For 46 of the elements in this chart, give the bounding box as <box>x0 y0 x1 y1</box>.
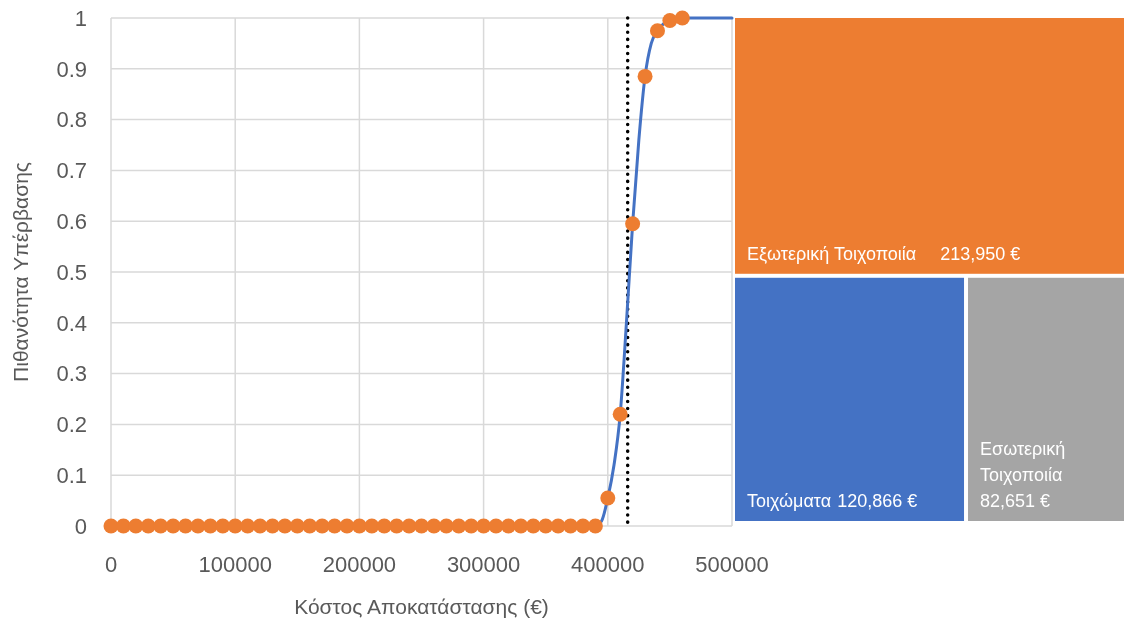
y-tick-label: 0.5 <box>56 259 87 285</box>
point <box>153 518 169 534</box>
point <box>649 23 665 39</box>
y-tick-label: 0.2 <box>56 412 87 438</box>
y-tick-label: 0.9 <box>56 56 87 82</box>
x-tick-label: 200000 <box>322 552 397 577</box>
point <box>625 216 641 232</box>
category-label: Τοιχώματα <box>747 491 832 511</box>
x-axis-title: Κόστος Αποκατάστασης (€) <box>294 595 549 618</box>
y-tick-label: 0.1 <box>56 462 87 488</box>
point <box>215 518 231 534</box>
point <box>128 518 144 534</box>
point <box>302 518 318 534</box>
point <box>364 518 380 534</box>
x-tick-label: 0 <box>104 552 118 577</box>
point <box>438 518 454 534</box>
point <box>414 518 429 534</box>
point <box>600 490 616 506</box>
category-label: Εσωτερική Τοιχοποιία <box>980 439 1066 485</box>
y-tick-label: 0 <box>74 513 87 539</box>
y-tick-label: 1 <box>74 5 87 31</box>
x-tick-label: 400000 <box>571 552 645 577</box>
y-axis-title: Πιθανότητα Υπέρβασης <box>9 162 32 382</box>
point <box>612 406 628 422</box>
y-tick-label: 0.6 <box>56 208 87 234</box>
x-tick-label: 500000 <box>695 552 769 577</box>
y-tick-label: 0.7 <box>56 158 87 184</box>
y-tick-label: 0.4 <box>56 310 87 336</box>
x-tick-label: 300000 <box>446 552 521 577</box>
point <box>538 518 554 534</box>
point <box>389 518 405 534</box>
y-tick-label: 0.8 <box>56 107 87 133</box>
point <box>637 68 653 84</box>
data-label: 120,866 € <box>837 491 918 511</box>
point <box>587 518 603 534</box>
point <box>662 13 678 29</box>
category-label: Εξωτερική Τοιχοποιία <box>747 243 917 264</box>
point <box>674 10 690 26</box>
y-tick-label: 0.3 <box>56 361 87 387</box>
data-label: 213,950 € <box>940 243 1021 264</box>
point <box>277 518 293 534</box>
data-label: 82,651 € <box>980 491 1051 511</box>
x-tick-label: 100000 <box>198 552 272 577</box>
point <box>513 518 529 534</box>
point <box>451 518 467 534</box>
point <box>178 518 194 534</box>
